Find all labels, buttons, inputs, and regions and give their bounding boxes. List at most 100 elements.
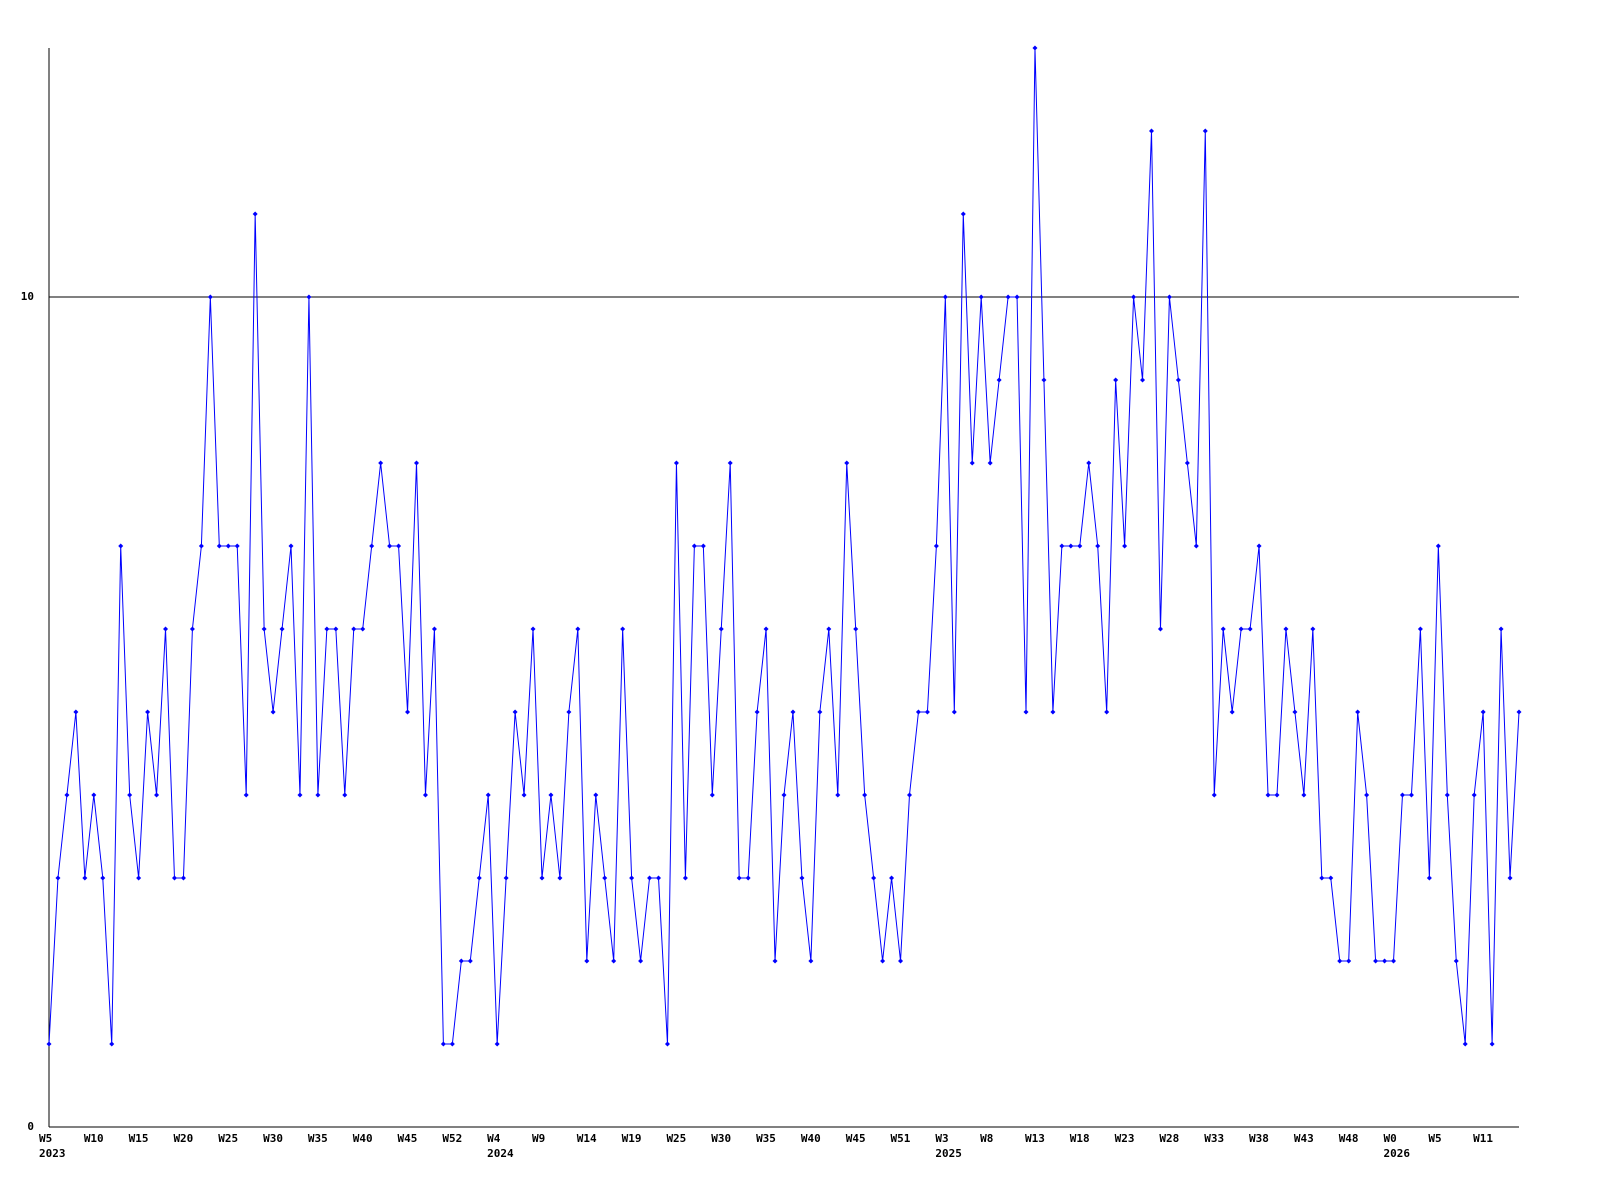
data-point	[987, 460, 993, 466]
data-point	[1211, 792, 1217, 798]
data-point	[1382, 958, 1388, 964]
data-point	[745, 875, 751, 881]
data-point	[476, 875, 482, 881]
data-point	[1462, 1041, 1468, 1047]
data-point	[539, 875, 545, 881]
x-tick-label: W5	[1428, 1132, 1441, 1145]
data-point	[396, 543, 402, 549]
data-point	[673, 460, 679, 466]
data-point	[1077, 543, 1083, 549]
x-year-label: 2024	[487, 1147, 514, 1160]
x-tick-label: W33	[1204, 1132, 1224, 1145]
data-point	[1095, 543, 1101, 549]
data-point	[1122, 543, 1128, 549]
data-point	[414, 460, 419, 466]
x-year-label: 2026	[1384, 1147, 1411, 1160]
data-point	[638, 958, 644, 964]
data-point	[1256, 543, 1262, 549]
data-point	[1149, 128, 1154, 134]
x-tick-label: W20	[173, 1132, 193, 1145]
data-point	[198, 543, 204, 549]
x-tick-label: W0	[1384, 1132, 1397, 1145]
data-point	[422, 792, 428, 798]
data-point	[978, 294, 984, 300]
data-point	[225, 543, 231, 549]
x-tick-label: W14	[577, 1132, 597, 1145]
data-point	[951, 709, 957, 715]
data-point	[1005, 294, 1011, 300]
x-tick-label: W18	[1070, 1132, 1090, 1145]
data-point	[1283, 626, 1289, 632]
data-point	[718, 626, 724, 632]
data-point	[1480, 709, 1486, 715]
data-point	[261, 626, 267, 632]
x-tick-label: W38	[1249, 1132, 1269, 1145]
data-point	[1274, 792, 1280, 798]
data-point	[1391, 958, 1397, 964]
data-point	[171, 875, 177, 881]
data-point	[1292, 709, 1298, 715]
data-point	[566, 709, 572, 715]
data-point	[1014, 294, 1020, 300]
series-line	[48, 47, 1520, 1045]
x-tick-label: W45	[398, 1132, 418, 1145]
data-point	[1337, 958, 1343, 964]
data-point	[602, 875, 608, 881]
x-tick-label: W40	[801, 1132, 821, 1145]
data-point	[754, 709, 760, 715]
data-point	[216, 543, 222, 549]
data-point	[1166, 294, 1172, 300]
data-point	[1408, 792, 1414, 798]
data-point	[1516, 709, 1522, 715]
data-point	[342, 792, 348, 798]
data-point	[351, 626, 357, 632]
x-tick-label: W25	[666, 1132, 686, 1145]
data-point	[521, 792, 527, 798]
data-point	[1041, 377, 1047, 383]
x-tick-label: W25	[218, 1132, 238, 1145]
data-point	[924, 709, 930, 715]
data-point	[1175, 377, 1181, 383]
data-point	[1265, 792, 1271, 798]
x-year-label: 2025	[935, 1147, 962, 1160]
data-point	[1489, 1041, 1495, 1047]
x-tick-label: W51	[891, 1132, 911, 1145]
data-point	[91, 792, 97, 798]
data-point	[898, 958, 904, 964]
data-point	[154, 792, 160, 798]
data-point	[1364, 792, 1370, 798]
data-point	[772, 958, 778, 964]
data-point	[906, 792, 912, 798]
data-point	[1417, 626, 1423, 632]
y-tick-label: 10	[21, 290, 34, 303]
data-point	[844, 460, 850, 466]
data-point	[440, 1041, 446, 1047]
data-point	[234, 543, 240, 549]
data-point	[727, 460, 733, 466]
x-tick-label: W23	[1115, 1132, 1135, 1145]
data-point	[333, 626, 339, 632]
data-point	[781, 792, 787, 798]
data-point	[826, 626, 832, 632]
data-point	[1471, 792, 1477, 798]
data-point	[960, 211, 966, 217]
x-tick-label: W3	[935, 1132, 948, 1145]
data-point	[1310, 626, 1316, 632]
data-point	[306, 294, 312, 300]
data-point	[467, 958, 473, 964]
data-point	[494, 1041, 500, 1047]
x-tick-label: W48	[1339, 1132, 1359, 1145]
data-point	[969, 460, 975, 466]
data-point	[136, 875, 142, 881]
x-tick-label: W45	[846, 1132, 866, 1145]
data-point	[1229, 709, 1235, 715]
data-point	[1355, 709, 1361, 715]
x-tick-label: W13	[1025, 1132, 1045, 1145]
data-point	[1157, 626, 1163, 632]
data-point	[369, 543, 375, 549]
x-tick-label: W10	[84, 1132, 104, 1145]
data-point	[1059, 543, 1065, 549]
data-point	[1301, 792, 1307, 798]
x-tick-label: W30	[711, 1132, 731, 1145]
